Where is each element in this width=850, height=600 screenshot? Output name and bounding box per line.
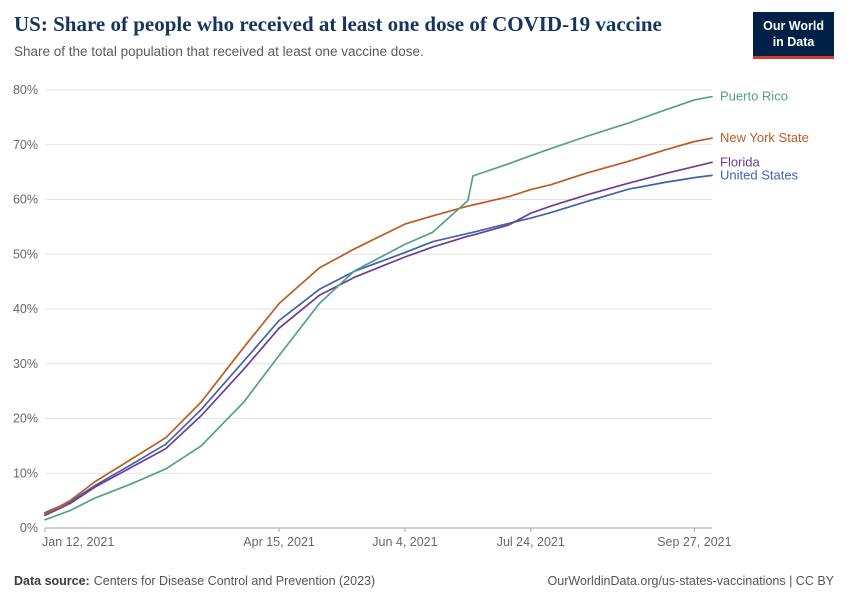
chart-area: 0% 10% 20% 30% 40% 50% 60% 70% 80% Jan 12, 2021 Ap… — [0, 68, 850, 558]
y-tick-label-10: 10% — [13, 466, 38, 480]
x-tick-label: Sep 27, 2021 — [657, 535, 731, 549]
y-tick-label-0: 0% — [20, 521, 38, 535]
y-tick-label-30: 30% — [13, 357, 38, 371]
x-tick-label: Jun 4, 2021 — [372, 535, 437, 549]
y-tick-label-20: 20% — [13, 412, 38, 426]
series-label-florida: Florida — [720, 154, 761, 169]
x-tick-label: Jul 24, 2021 — [497, 535, 565, 549]
series-line-florida — [44, 161, 713, 517]
series-label-puerto-rico: Puerto Rico — [720, 89, 788, 104]
x-tick-label: Apr 15, 2021 — [243, 535, 315, 549]
y-tick-label-60: 60% — [13, 193, 38, 207]
series-label-new-york-state: New York State — [720, 130, 809, 145]
data-source-label: Data source: — [14, 574, 90, 588]
chart-footer: Data source: Centers for Disease Control … — [14, 574, 834, 588]
owid-logo: Our World in Data — [753, 12, 834, 59]
x-tick-label: Jan 12, 2021 — [42, 535, 114, 549]
chart-svg: 0% 10% 20% 30% 40% 50% 60% 70% 80% Jan 12, 2021 Ap… — [13, 83, 809, 549]
data-source: Data source: Centers for Disease Control … — [14, 574, 375, 588]
series-line-puerto-rico — [44, 95, 713, 521]
series-line-united-states — [44, 174, 713, 514]
y-tick-label-50: 50% — [13, 247, 38, 261]
series-line-new-york-state — [44, 137, 713, 516]
data-source-value: Centers for Disease Control and Preventi… — [93, 574, 376, 588]
series-label-united-states: United States — [720, 167, 799, 182]
y-tick-label-70: 70% — [13, 138, 38, 152]
owid-logo-line1: Our World — [763, 19, 824, 33]
owid-logo-line2: in Data — [772, 35, 815, 50]
header-text: US: Share of people who received at leas… — [14, 12, 662, 59]
y-tick-label-40: 40% — [13, 302, 38, 316]
owid-logo-accent-bar — [753, 55, 834, 59]
chart-title: US: Share of people who received at leas… — [14, 12, 662, 36]
chart-subtitle: Share of the total population that recei… — [14, 44, 424, 60]
y-tick-label-80: 80% — [13, 83, 38, 97]
credit-link: OurWorldinData.org/us-states-vaccination… — [547, 574, 834, 588]
chart-header: US: Share of people who received at leas… — [0, 0, 850, 59]
